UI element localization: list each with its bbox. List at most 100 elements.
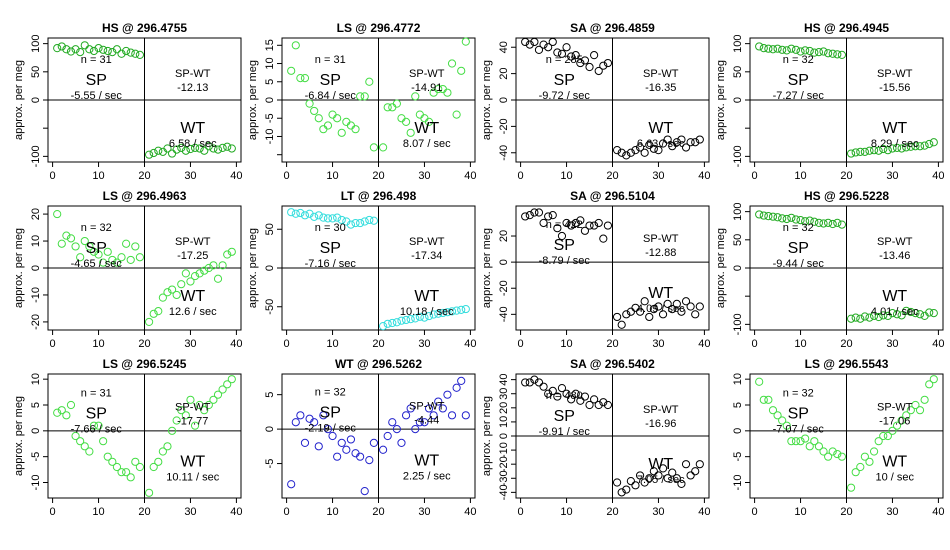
data-point bbox=[603, 58, 613, 68]
data-point bbox=[378, 322, 388, 331]
data-point bbox=[378, 143, 388, 152]
data-point bbox=[534, 378, 544, 387]
data-point bbox=[186, 277, 195, 286]
data-point bbox=[557, 383, 567, 393]
data-point bbox=[833, 218, 842, 228]
data-point bbox=[80, 41, 89, 50]
data-point bbox=[291, 209, 300, 218]
data-point bbox=[209, 261, 218, 270]
data-point bbox=[856, 462, 865, 472]
data-point bbox=[57, 406, 66, 415]
sp-rate: -9.44 / sec bbox=[773, 258, 825, 270]
data-point bbox=[833, 449, 842, 459]
sp-wt-value: -16.35 bbox=[645, 82, 676, 94]
y-tick-label: 0 bbox=[30, 428, 42, 434]
data-point bbox=[94, 250, 103, 259]
data-point bbox=[755, 42, 764, 51]
data-point bbox=[424, 117, 434, 126]
data-point bbox=[117, 253, 126, 262]
data-point bbox=[287, 480, 296, 489]
sp-wt-label: SP-WT bbox=[643, 404, 679, 416]
data-point bbox=[218, 143, 227, 153]
data-point bbox=[787, 437, 796, 446]
y-tick-label: 0 bbox=[732, 428, 744, 434]
data-point bbox=[686, 138, 695, 147]
x-tick-label: 30 bbox=[184, 170, 196, 182]
sp-wt-value: -12.13 bbox=[177, 82, 208, 94]
chart-panel-4: HS @ 296.4945 0 10 20 30 40 -100 0 50 100 approx. … bbox=[715, 21, 945, 182]
data-point bbox=[819, 219, 828, 228]
sample-count: n = 480 bbox=[546, 390, 583, 402]
chart-panel-6: LT @ 296.498 0 10 20 30 40 -50 0 50 approx. per m… bbox=[247, 189, 477, 350]
data-point bbox=[333, 114, 342, 123]
data-point bbox=[62, 45, 71, 54]
data-point bbox=[778, 416, 787, 425]
x-tick-label: 0 bbox=[752, 170, 758, 182]
data-point bbox=[649, 305, 658, 314]
data-point bbox=[778, 45, 787, 54]
data-point bbox=[360, 92, 369, 101]
data-point bbox=[80, 236, 89, 246]
sp-wt-value: -17.06 bbox=[879, 415, 910, 427]
data-point bbox=[635, 307, 645, 316]
data-point bbox=[837, 220, 847, 229]
y-tick-label: 0 bbox=[498, 433, 510, 439]
x-tick-label: 40 bbox=[464, 506, 476, 518]
data-point bbox=[612, 478, 622, 487]
data-point bbox=[149, 462, 158, 472]
data-point bbox=[576, 216, 585, 225]
data-point bbox=[429, 310, 438, 319]
data-point bbox=[300, 438, 310, 447]
chart-title: HS @ 296.4755 bbox=[102, 21, 187, 35]
data-point bbox=[213, 274, 223, 283]
x-tick-label: 40 bbox=[932, 338, 944, 350]
y-tick-label: 0 bbox=[264, 265, 276, 271]
data-point bbox=[534, 208, 544, 217]
data-point bbox=[544, 43, 553, 52]
data-point bbox=[805, 46, 814, 56]
data-point bbox=[337, 438, 346, 447]
data-point bbox=[204, 263, 213, 273]
data-point bbox=[360, 487, 369, 496]
data-point bbox=[369, 143, 379, 152]
sp-wt-value: -13.46 bbox=[879, 250, 910, 262]
data-point bbox=[599, 398, 608, 407]
y-tick-label: -40 bbox=[498, 306, 510, 322]
y-tick-label: 0 bbox=[30, 265, 42, 271]
data-point bbox=[383, 431, 392, 441]
x-tick-label: 0 bbox=[518, 170, 524, 182]
data-point bbox=[131, 242, 140, 251]
sample-count: n = 285 bbox=[546, 54, 583, 66]
data-point bbox=[571, 389, 580, 398]
data-point bbox=[438, 308, 447, 318]
data-point bbox=[658, 310, 668, 319]
data-point bbox=[915, 310, 925, 319]
data-point bbox=[223, 380, 232, 389]
sample-count: n = 32 bbox=[81, 222, 112, 234]
data-point bbox=[342, 117, 351, 126]
y-tick-label: 15 bbox=[264, 39, 276, 51]
data-point bbox=[635, 471, 645, 480]
data-point bbox=[580, 226, 590, 235]
data-point bbox=[314, 114, 323, 123]
data-point bbox=[925, 139, 934, 149]
data-point bbox=[314, 442, 323, 451]
data-point bbox=[548, 37, 557, 47]
wt-rate: 10.18 / sec bbox=[400, 306, 454, 318]
data-point bbox=[759, 395, 768, 404]
data-point bbox=[420, 313, 429, 322]
data-point bbox=[677, 479, 686, 489]
data-point bbox=[865, 313, 874, 322]
data-point bbox=[768, 212, 778, 221]
data-point bbox=[764, 44, 773, 53]
x-tick-label: 40 bbox=[230, 506, 242, 518]
data-point bbox=[530, 208, 539, 217]
data-point bbox=[218, 385, 227, 394]
data-point bbox=[925, 380, 934, 389]
data-point bbox=[71, 45, 80, 54]
data-point bbox=[200, 406, 209, 415]
data-point bbox=[819, 447, 828, 456]
data-point bbox=[328, 431, 337, 441]
